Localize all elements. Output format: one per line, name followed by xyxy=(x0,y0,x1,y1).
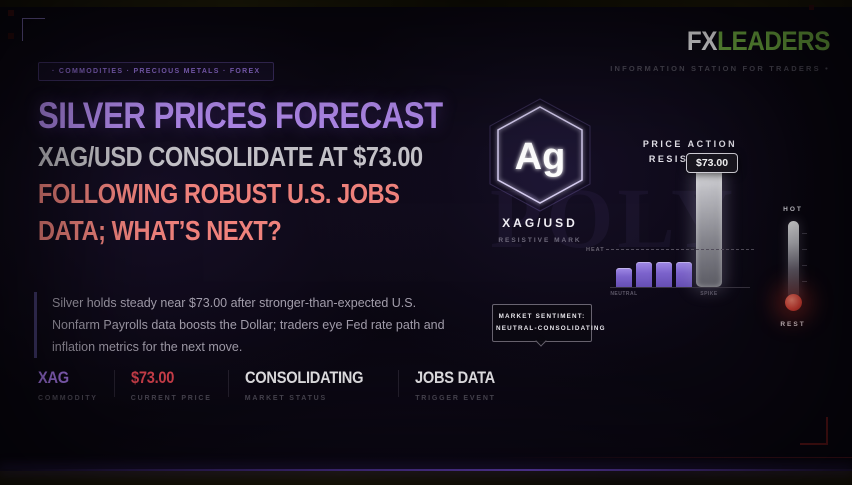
gauge-tube xyxy=(784,221,807,311)
stat-value: CONSOLIDATING xyxy=(244,368,363,387)
headline-subtitle: XAG/USD CONSOLIDATE AT $73.00 xyxy=(38,141,423,172)
brand-name-fx: FX xyxy=(686,26,718,56)
element-symbol: Ag xyxy=(515,136,566,178)
red-accent-line xyxy=(494,457,852,458)
headline-block: SILVER PRICES FORECAST XAG/USD CONSOLIDA… xyxy=(38,94,520,249)
gauge-tick xyxy=(801,281,807,282)
heat-gauge: HOT REST xyxy=(770,206,816,328)
headline-highlight-2: DATA; WHAT’S NEXT? xyxy=(38,215,282,246)
pair-label: XAG/USD xyxy=(502,216,578,230)
corner-bracket-top-left xyxy=(22,18,45,41)
stat-label: CURRENT PRICE xyxy=(130,395,212,402)
corner-bracket-bottom-right xyxy=(800,417,828,445)
chart-bar xyxy=(616,268,632,287)
tooltip-arrow-icon xyxy=(535,335,547,347)
chart-baseline xyxy=(610,287,750,288)
bar-chart-plot: HEAT NEUTRAL SPIKE xyxy=(586,160,768,297)
chart-bar-group xyxy=(636,160,652,287)
stats-row: XAG COMMODITY $73.00 CURRENT PRICE CONSO… xyxy=(38,368,508,402)
price-tag: $73.00 xyxy=(686,153,739,173)
purple-glow-line xyxy=(0,469,852,471)
chart-category-label: SPIKE xyxy=(700,291,718,297)
gauge-top-label: HOT xyxy=(783,206,803,213)
headline-highlight-1: FOLLOWING ROBUST U.S. JOBS xyxy=(38,178,400,209)
bottom-edge-band xyxy=(0,471,852,485)
stat-current-price: $73.00 CURRENT PRICE xyxy=(131,368,212,402)
gauge-bulb xyxy=(784,294,802,311)
sentiment-line2: NEUTRAL-CONSOLIDATING xyxy=(496,325,606,332)
gauge-tick xyxy=(801,249,807,250)
hexagon-badge: Ag xyxy=(489,98,591,212)
stat-value: $73.00 xyxy=(130,368,174,387)
gauge-tick xyxy=(801,265,807,266)
breadcrumb: · COMMODITIES · PRECIOUS METALS · FOREX xyxy=(38,62,275,81)
chart-title-line1: PRICE ACTION xyxy=(642,139,738,149)
chart-category-label: NEUTRAL xyxy=(610,291,638,297)
brand-name: FXLEADERS xyxy=(686,26,831,57)
stat-divider xyxy=(398,370,400,397)
heat-line xyxy=(606,249,754,250)
symbol-card: Ag XAG/USD RESISTIVE MARK xyxy=(482,95,598,244)
stat-label: TRIGGER EVENT xyxy=(415,395,496,402)
stat-divider xyxy=(113,370,115,397)
brand-logo: FXLEADERS INFORMATION STATION FOR TRADER… xyxy=(610,26,830,73)
headline-title: SILVER PRICES FORECAST xyxy=(38,95,443,136)
stat-divider xyxy=(227,370,229,397)
summary-paragraph: Silver holds steady near $73.00 after st… xyxy=(34,292,452,358)
brand-tagline: INFORMATION STATION FOR TRADERS • xyxy=(610,64,830,73)
stat-label: COMMODITY xyxy=(38,395,98,402)
gauge-bottom-label: REST xyxy=(780,321,806,328)
heat-line-label: HEAT xyxy=(586,247,605,253)
stat-label: MARKET STATUS xyxy=(244,395,327,402)
chart-bar-group xyxy=(656,160,672,287)
edge-accent-square xyxy=(8,10,14,16)
sentiment-line1: MARKET SENTIMENT: xyxy=(498,313,586,320)
stat-value: XAG xyxy=(38,368,69,387)
top-edge-band xyxy=(0,0,852,7)
hexagon-outline-outer xyxy=(489,98,591,212)
pair-subtitle: RESISTIVE MARK xyxy=(498,237,582,244)
hexagon-outline-inner xyxy=(497,106,583,204)
market-sentiment-box: MARKET SENTIMENT: NEUTRAL-CONSOLIDATING xyxy=(492,304,606,347)
gauge-tick xyxy=(801,233,807,234)
edge-accent-square xyxy=(8,33,14,39)
gauge-tube-fill xyxy=(787,221,799,299)
chart-bar-spike xyxy=(696,160,722,287)
chart-bar-group xyxy=(676,160,692,287)
stat-trigger-event: JOBS DATA TRIGGER EVENT xyxy=(415,368,508,402)
stat-commodity: XAG COMMODITY xyxy=(38,368,98,402)
stat-value: JOBS DATA xyxy=(415,368,496,387)
brand-name-leaders: LEADERS xyxy=(717,26,830,56)
chart-bar xyxy=(636,262,652,287)
chart-bar xyxy=(656,262,672,287)
chart-bar xyxy=(676,262,692,287)
edge-accent-square xyxy=(809,5,814,10)
stat-market-status: CONSOLIDATING MARKET STATUS xyxy=(245,368,382,402)
chart-bar-group: SPIKE xyxy=(696,160,722,297)
chart-bar-group: NEUTRAL xyxy=(610,160,637,297)
